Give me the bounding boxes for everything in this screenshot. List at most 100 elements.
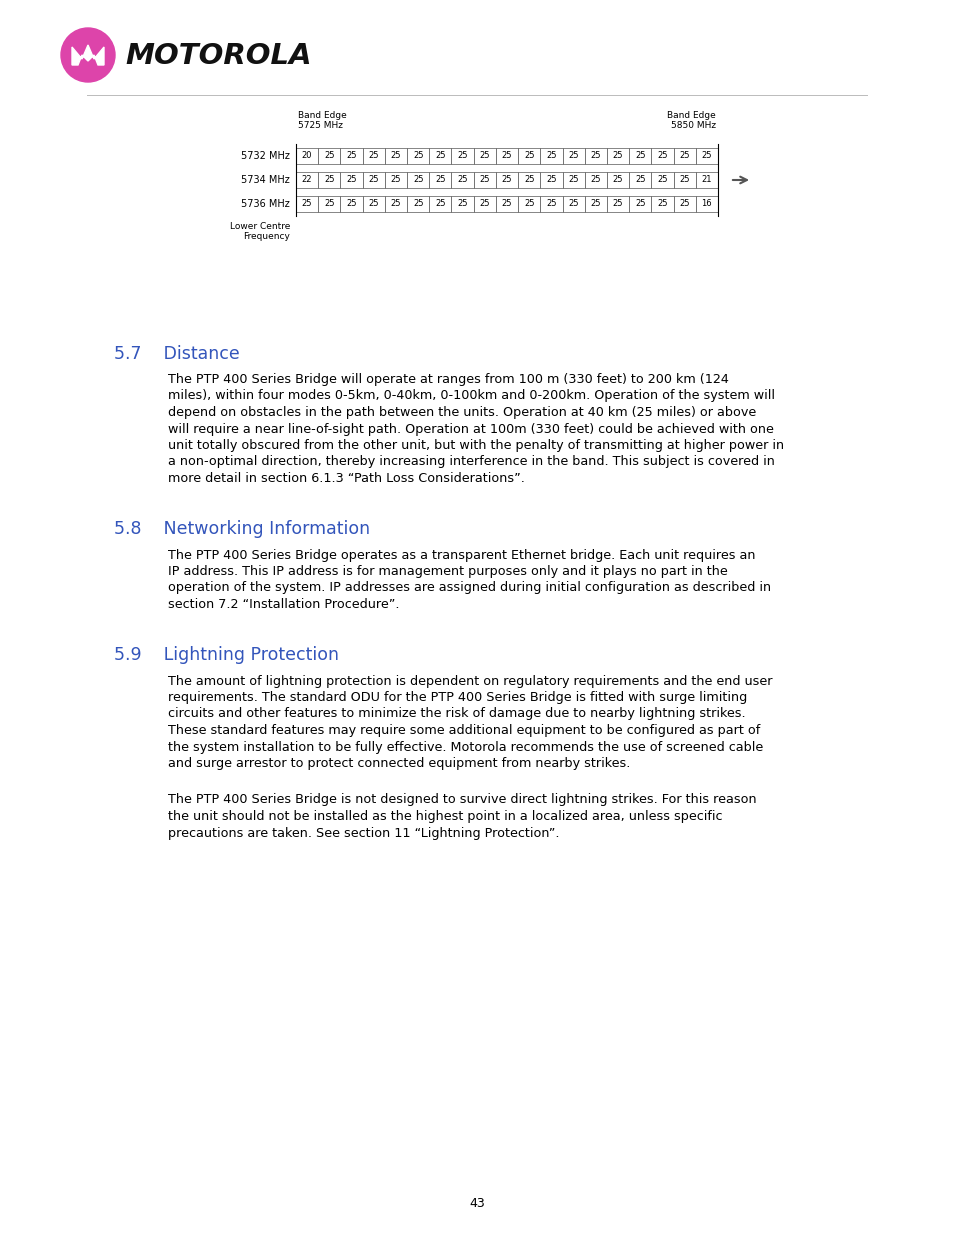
Text: The PTP 400 Series Bridge operates as a transparent Ethernet bridge. Each unit r: The PTP 400 Series Bridge operates as a … [168, 548, 755, 562]
Text: 43: 43 [469, 1197, 484, 1210]
Bar [539, 172, 562, 188]
Bar [384, 196, 407, 212]
Text: 25: 25 [346, 200, 356, 209]
Text: 25: 25 [501, 175, 512, 184]
Bar [429, 196, 451, 212]
Text: These standard features may require some additional equipment to be configured a: These standard features may require some… [168, 724, 760, 737]
Text: 25: 25 [501, 152, 512, 161]
Text: operation of the system. IP addresses are assigned during initial configuration : operation of the system. IP addresses ar… [168, 582, 770, 594]
Bar [584, 148, 606, 164]
Text: 25: 25 [657, 175, 667, 184]
Text: section 7.2 “Installation Procedure”.: section 7.2 “Installation Procedure”. [168, 598, 399, 611]
Text: Lower Centre
Frequency: Lower Centre Frequency [230, 222, 290, 241]
Text: 25: 25 [546, 175, 557, 184]
Bar [562, 196, 584, 212]
Bar [673, 196, 695, 212]
Bar [628, 172, 651, 188]
Text: 5.9    Lightning Protection: 5.9 Lightning Protection [113, 646, 338, 664]
Bar [318, 148, 340, 164]
Bar [340, 148, 362, 164]
Text: 25: 25 [568, 175, 578, 184]
Text: 16: 16 [700, 200, 712, 209]
Bar [295, 148, 318, 164]
Text: 25: 25 [413, 152, 423, 161]
Text: 25: 25 [590, 152, 600, 161]
Text: 5.8    Networking Information: 5.8 Networking Information [113, 520, 370, 538]
Text: 25: 25 [501, 200, 512, 209]
Text: 25: 25 [546, 152, 557, 161]
Text: IP address. This IP address is for management purposes only and it plays no part: IP address. This IP address is for manag… [168, 564, 727, 578]
Text: 25: 25 [479, 175, 490, 184]
Bar [651, 148, 673, 164]
Bar [474, 148, 496, 164]
Text: miles), within four modes 0-5km, 0-40km, 0-100km and 0-200km. Operation of the s: miles), within four modes 0-5km, 0-40km,… [168, 389, 774, 403]
Bar [451, 172, 474, 188]
Text: 25: 25 [612, 152, 622, 161]
Bar [628, 148, 651, 164]
Text: 25: 25 [368, 200, 378, 209]
Text: unit totally obscured from the other unit, but with the penalty of transmitting : unit totally obscured from the other uni… [168, 438, 783, 452]
Text: 25: 25 [612, 175, 622, 184]
Text: 25: 25 [635, 152, 645, 161]
Text: 25: 25 [391, 200, 401, 209]
Text: a non-optimal direction, thereby increasing interference in the band. This subje: a non-optimal direction, thereby increas… [168, 456, 774, 468]
Text: 25: 25 [435, 200, 445, 209]
Bar [362, 196, 384, 212]
Bar [606, 172, 628, 188]
Text: 25: 25 [657, 200, 667, 209]
Text: 20: 20 [301, 152, 312, 161]
Bar [362, 172, 384, 188]
Text: 25: 25 [391, 152, 401, 161]
Text: 25: 25 [612, 200, 622, 209]
Bar [429, 148, 451, 164]
Bar [539, 148, 562, 164]
Text: 25: 25 [679, 152, 689, 161]
Bar [295, 172, 318, 188]
Bar [562, 172, 584, 188]
Bar [606, 196, 628, 212]
Text: The PTP 400 Series Bridge will operate at ranges from 100 m (330 feet) to 200 km: The PTP 400 Series Bridge will operate a… [168, 373, 728, 387]
Text: 25: 25 [590, 175, 600, 184]
Bar [318, 172, 340, 188]
Text: 25: 25 [568, 152, 578, 161]
Text: 25: 25 [679, 200, 689, 209]
Bar [628, 196, 651, 212]
Bar [651, 172, 673, 188]
Text: 25: 25 [413, 200, 423, 209]
Bar [606, 148, 628, 164]
Bar [407, 148, 429, 164]
Text: 25: 25 [635, 175, 645, 184]
Text: Band Edge
5725 MHz: Band Edge 5725 MHz [297, 111, 346, 130]
Text: 25: 25 [391, 175, 401, 184]
Bar [318, 196, 340, 212]
Bar [340, 172, 362, 188]
Text: 25: 25 [301, 200, 312, 209]
Bar [451, 196, 474, 212]
Bar [584, 172, 606, 188]
Bar [695, 148, 718, 164]
Text: 25: 25 [324, 175, 335, 184]
Bar [673, 172, 695, 188]
Text: 25: 25 [679, 175, 689, 184]
Text: 25: 25 [456, 152, 467, 161]
Text: 25: 25 [635, 200, 645, 209]
Polygon shape [71, 44, 104, 65]
Text: will require a near line-of-sight path. Operation at 100m (330 feet) could be ac: will require a near line-of-sight path. … [168, 422, 773, 436]
Text: 25: 25 [523, 200, 534, 209]
Text: 22: 22 [301, 175, 312, 184]
Text: 25: 25 [368, 175, 378, 184]
Text: precautions are taken. See section 11 “Lightning Protection”.: precautions are taken. See section 11 “L… [168, 826, 558, 840]
Text: 5.7    Distance: 5.7 Distance [113, 345, 239, 363]
Text: The PTP 400 Series Bridge is not designed to survive direct lightning strikes. F: The PTP 400 Series Bridge is not designe… [168, 794, 756, 806]
Text: 25: 25 [413, 175, 423, 184]
Bar [517, 172, 539, 188]
Bar [362, 148, 384, 164]
Bar [673, 148, 695, 164]
Bar [295, 196, 318, 212]
Text: 25: 25 [700, 152, 711, 161]
Text: 25: 25 [523, 152, 534, 161]
Bar [340, 196, 362, 212]
Text: more detail in section 6.1.3 “Path Loss Considerations”.: more detail in section 6.1.3 “Path Loss … [168, 472, 524, 485]
Bar [407, 172, 429, 188]
Text: the unit should not be installed as the highest point in a localized area, unles: the unit should not be installed as the … [168, 810, 721, 823]
